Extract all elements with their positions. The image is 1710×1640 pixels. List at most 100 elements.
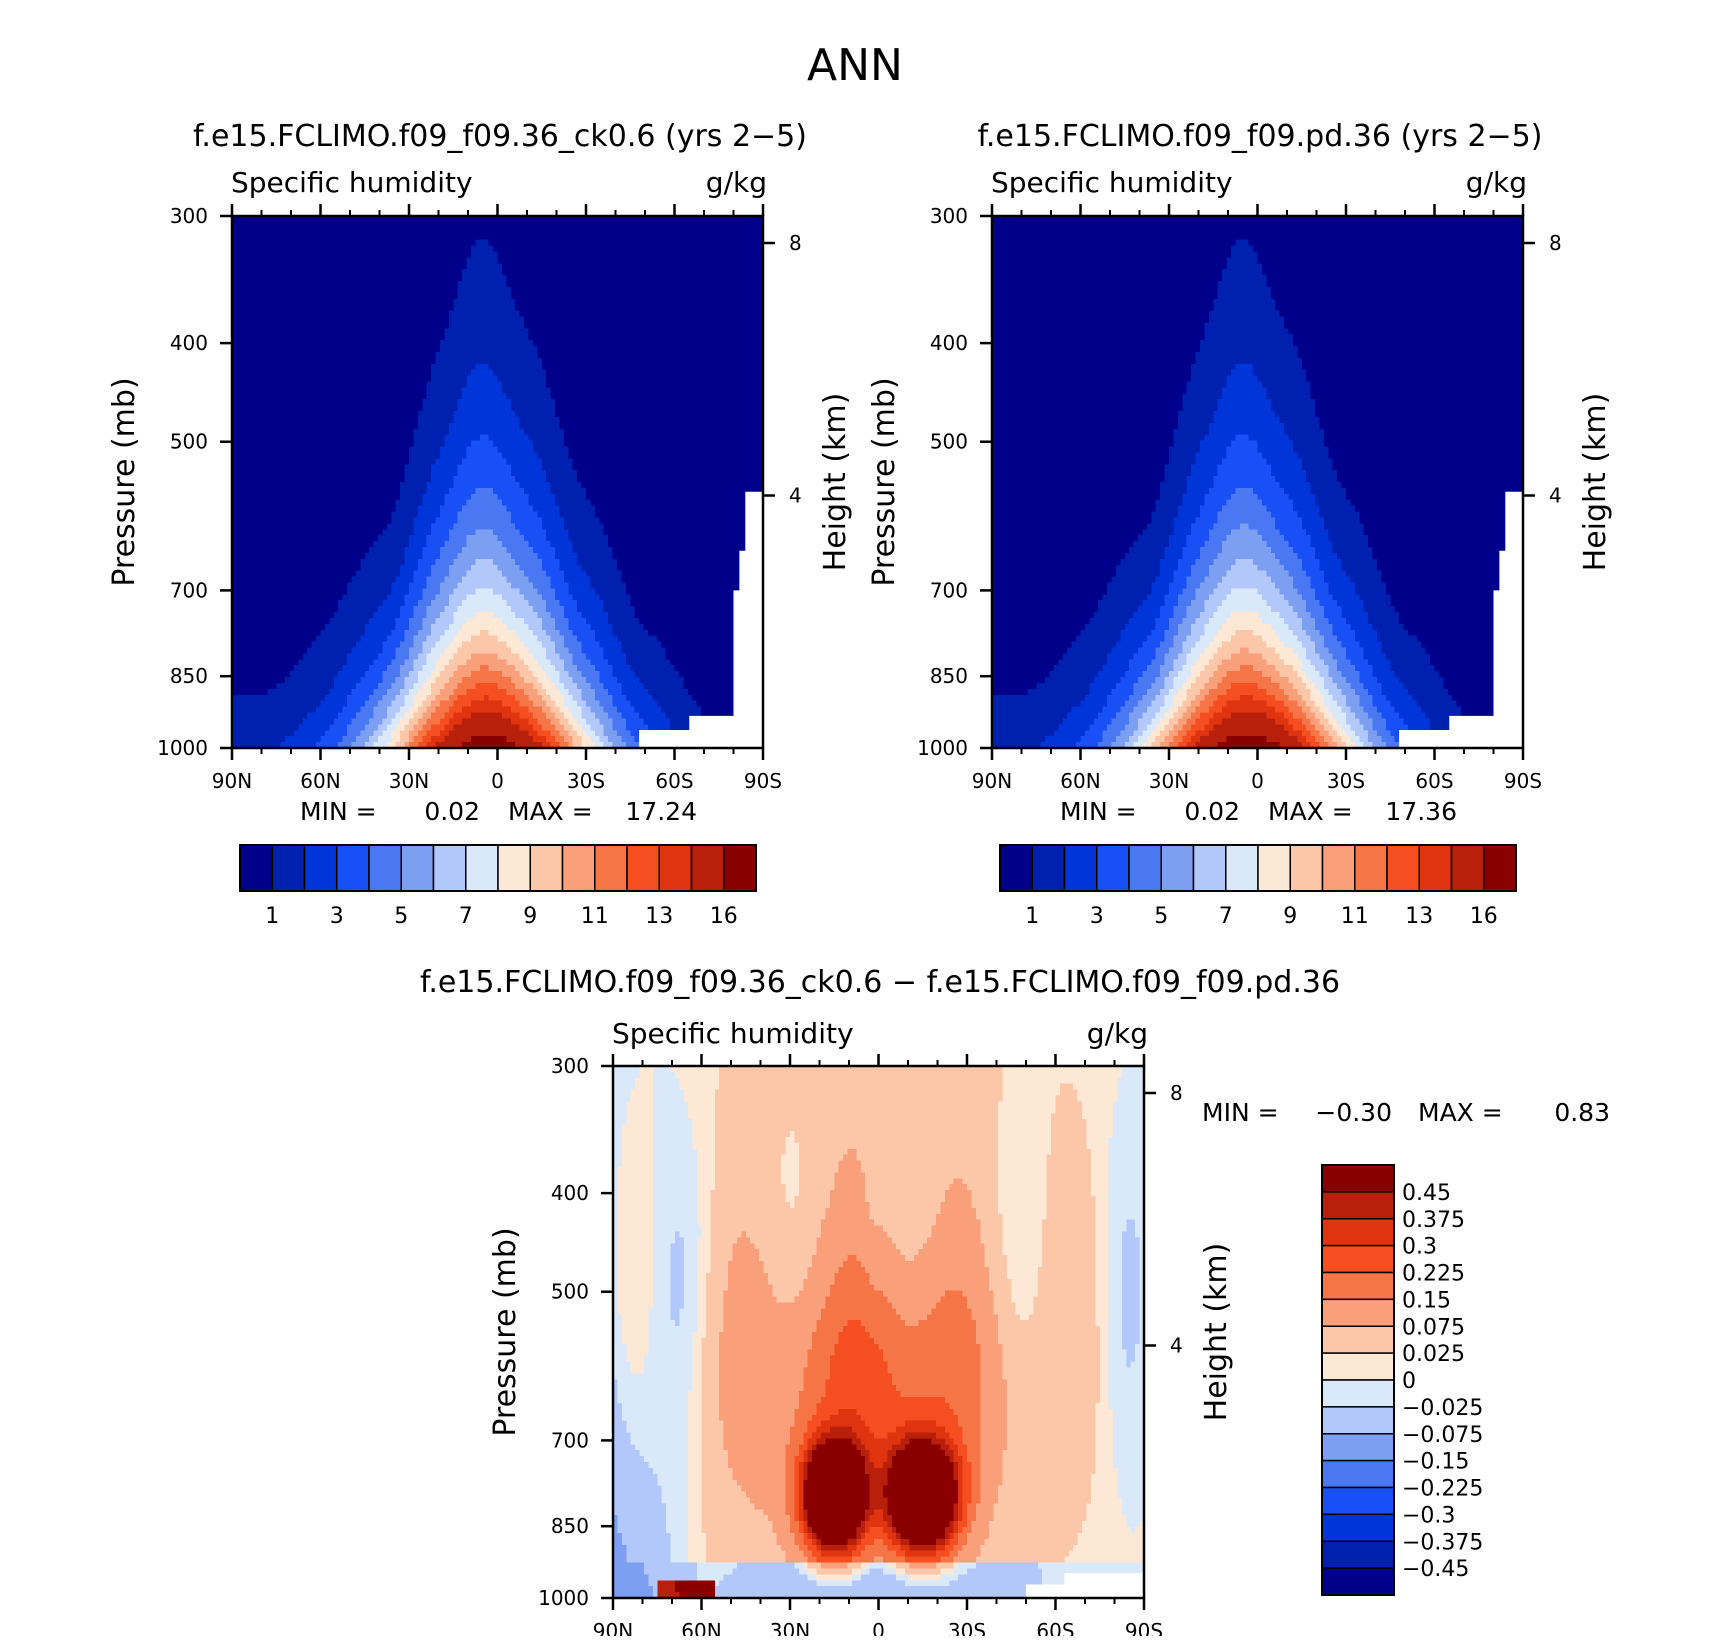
colorbar-box-2-14	[1321, 1540, 1395, 1569]
panel-diff-title: f.e15.FCLIMO.f09_f09.36_ck0.6 − f.e15.FC…	[420, 965, 1340, 1000]
colorbar-box-1-0	[999, 844, 1033, 892]
colorbar-label-0-5: 11	[581, 904, 609, 929]
colorbar-label-0-7: 16	[710, 904, 738, 929]
colorbar-box-0-8	[497, 844, 531, 892]
x-tick-label-1-5: 60S	[1415, 769, 1453, 793]
colorbar-label-2-12: −0.3	[1402, 1503, 1455, 1528]
colorbar-box-1-9	[1289, 844, 1324, 892]
colorbar-label-0-3: 7	[459, 904, 473, 929]
panel-diff-variable: Specific humidity	[612, 1017, 854, 1050]
y-axis-label-2: Pressure (mb)	[488, 1227, 523, 1436]
colorbar-label-2-1: 0.375	[1402, 1208, 1465, 1233]
colorbar-label-2-6: 0.025	[1402, 1342, 1465, 1367]
colorbar-label-1-5: 11	[1341, 904, 1369, 929]
colorbar-label-1-3: 7	[1219, 904, 1233, 929]
x-tick-label-2-0: 90N	[593, 1619, 633, 1636]
topography-mask-0	[639, 491, 763, 748]
y-tick-label-2-1: 400	[551, 1181, 589, 1205]
colorbar-label-2-5: 0.075	[1402, 1315, 1465, 1340]
x-tick-label-0-5: 60S	[655, 769, 693, 793]
colorbar-label-1-2: 5	[1154, 904, 1168, 929]
colorbar-box-1-14	[1450, 844, 1485, 892]
colorbar-label-2-14: −0.45	[1402, 1557, 1469, 1582]
y-tick-label-0-4: 850	[170, 664, 208, 688]
y-tick-label-0-0: 300	[170, 204, 208, 228]
panel-pd-max-label: MAX =	[1268, 797, 1353, 826]
panel-diff-min-value: −0.30	[1315, 1098, 1392, 1127]
main-title: ANN	[807, 40, 903, 91]
colorbar-box-1-12	[1386, 844, 1420, 892]
colorbar-box-1-13	[1418, 844, 1453, 892]
y-axis-right-label-2: Height (km)	[1199, 1243, 1234, 1422]
x-tick-label-1-2: 30N	[1149, 769, 1189, 793]
colorbar-frame-0	[239, 844, 757, 892]
x-tick-label-2-3: 0	[872, 1619, 885, 1636]
x-tick-label-1-0: 90N	[972, 769, 1012, 793]
colorbar-box-2-12	[1321, 1486, 1395, 1516]
panel-ck06-max-label: MAX =	[508, 797, 593, 826]
colorbar-box-0-4	[368, 844, 402, 892]
colorbar-frame-1	[999, 844, 1517, 892]
contour-field-1	[992, 216, 1523, 748]
topography-mask-2	[1026, 1573, 1144, 1598]
colorbar-label-1-0: 1	[1025, 904, 1039, 929]
y-tick-label-1-0: 300	[930, 204, 968, 228]
x-tick-label-2-4: 30S	[948, 1619, 986, 1636]
y-right-tick-label-0-0: 8	[789, 231, 802, 255]
colorbar-box-1-5	[1160, 844, 1195, 892]
colorbar-box-2-1	[1321, 1191, 1395, 1220]
panel-ck06-units: g/kg	[706, 166, 767, 199]
x-tick-label-1-1: 60N	[1060, 769, 1100, 793]
y-axis-right-label-1: Height (km)	[1578, 393, 1613, 572]
x-tick-label-0-2: 30N	[389, 769, 429, 793]
colorbar-box-2-9	[1321, 1406, 1395, 1435]
y-tick-label-1-2: 500	[930, 430, 968, 454]
y-tick-label-1-4: 850	[930, 664, 968, 688]
colorbar-box-0-3	[336, 844, 370, 892]
colorbar-box-1-8	[1257, 844, 1291, 892]
x-tick-label-0-4: 30S	[567, 769, 605, 793]
panel-diff-units: g/kg	[1087, 1017, 1148, 1050]
y-axis-right-label-0: Height (km)	[818, 393, 853, 572]
colorbar-label-1-6: 13	[1405, 904, 1433, 929]
x-tick-label-1-4: 30S	[1327, 769, 1365, 793]
panel-diff-min-label: MIN =	[1202, 1098, 1279, 1127]
topography-mask-1	[1399, 491, 1523, 748]
colorbar-label-0-4: 9	[523, 904, 537, 929]
colorbar-frame-2	[1321, 1164, 1395, 1596]
panel-pd-variable: Specific humidity	[991, 166, 1233, 199]
panel-pd: f.e15.FCLIMO.f09_f09.pd.36 (yrs 2−5) Spe…	[978, 119, 1543, 826]
x-tick-label-0-3: 0	[491, 769, 504, 793]
colorbar-label-1-4: 9	[1283, 904, 1297, 929]
panel-pd-min-label: MIN =	[1060, 797, 1137, 826]
colorbar-box-2-2	[1321, 1218, 1395, 1247]
colorbar-box-0-12	[626, 844, 660, 892]
panel-ck06-max-value: 17.24	[625, 797, 697, 826]
colorbar-label-0-0: 1	[265, 904, 279, 929]
x-tick-label-2-1: 60N	[681, 1619, 721, 1636]
x-tick-label-2-5: 60S	[1036, 1619, 1074, 1636]
colorbar-box-0-11	[594, 844, 628, 892]
y-tick-label-2-0: 300	[551, 1054, 589, 1078]
colorbar-box-1-3	[1096, 844, 1130, 892]
x-tick-label-1-6: 90S	[1504, 769, 1542, 793]
colorbar-box-0-15	[723, 844, 757, 892]
colorbar-label-2-8: −0.025	[1402, 1396, 1483, 1421]
colorbar-box-1-15	[1483, 844, 1517, 892]
colorbar-label-0-2: 5	[394, 904, 408, 929]
colorbar-box-2-15	[1321, 1567, 1395, 1596]
panel-ck06-title: f.e15.FCLIMO.f09_f09.36_ck0.6 (yrs 2−5)	[193, 119, 807, 154]
colorbar-label-0-1: 3	[330, 904, 344, 929]
colorbar-box-1-7	[1225, 844, 1259, 892]
y-tick-label-2-3: 700	[551, 1428, 589, 1452]
colorbar-box-0-0	[239, 844, 273, 892]
colorbar-box-2-8	[1321, 1379, 1395, 1408]
colorbar-label-2-11: −0.225	[1402, 1477, 1483, 1502]
colorbar-label-2-2: 0.3	[1402, 1235, 1437, 1260]
colorbar-box-0-5	[400, 844, 435, 892]
colorbar-box-0-1	[271, 844, 306, 892]
colorbar-box-2-5	[1321, 1298, 1395, 1327]
colorbar-label-2-9: −0.075	[1402, 1423, 1483, 1448]
